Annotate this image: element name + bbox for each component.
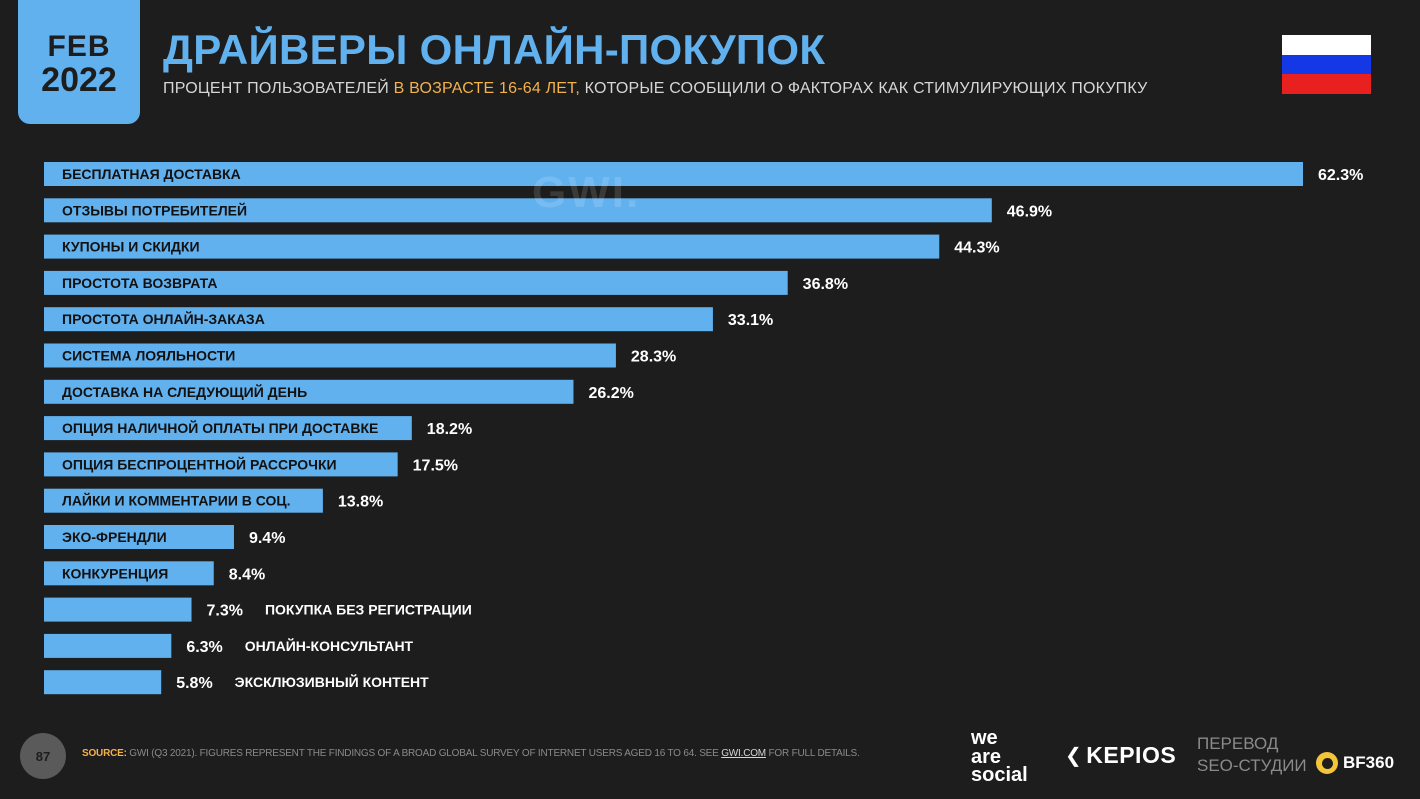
bar-label-11: ЭКО-ФРЕНДЛИ <box>62 529 167 545</box>
bar-value-15: 5.8% <box>176 675 212 692</box>
bar-5 <box>44 307 713 332</box>
bar-label-14: ОНЛАЙН-КОНСУЛЬТАНТ <box>245 637 414 654</box>
bar-value-8: 18.2% <box>427 421 472 438</box>
bar-label-6: СИСТЕМА ЛОЯЛЬНОСТИ <box>62 348 235 364</box>
subtitle-part1: ПРОЦЕНТ ПОЛЬЗОВАТЕЛЕЙ <box>163 80 394 97</box>
bar-10 <box>44 488 323 513</box>
bar-4 <box>44 270 788 295</box>
bar-value-3: 44.3% <box>954 240 999 257</box>
subtitle-highlight: В ВОЗРАСТЕ 16-64 ЛЕТ, <box>393 80 580 97</box>
page-number: 87 <box>20 733 66 779</box>
bar-value-10: 13.8% <box>338 494 383 511</box>
bar-value-5: 33.1% <box>728 312 773 329</box>
bar-13 <box>44 597 192 622</box>
bar-value-14: 6.3% <box>186 639 222 656</box>
bar-6 <box>44 343 616 368</box>
bar-label-3: КУПОНЫ И СКИДКИ <box>62 239 200 255</box>
bar-value-11: 9.4% <box>249 530 285 547</box>
bar-value-6: 28.3% <box>631 349 676 366</box>
bar-value-12: 8.4% <box>229 566 265 583</box>
bar-value-1: 62.3% <box>1318 167 1363 184</box>
kepios-logo: ❮ KEPIOS <box>1065 742 1176 769</box>
translation-line1: ПЕРЕВОД <box>1197 734 1279 753</box>
bar-label-1: БЕСПЛАТНАЯ ДОСТАВКА <box>62 166 241 182</box>
bf360-text: BF360 <box>1343 753 1395 772</box>
subtitle-part2: КОТОРЫЕ СООБЩИЛИ О ФАКТОРАХ КАК СТИМУЛИР… <box>579 80 1148 97</box>
bar-label-13: ПОКУПКА БЕЗ РЕГИСТРАЦИИ <box>265 602 472 618</box>
date-badge: FEB 2022 <box>18 0 140 124</box>
page-title: ДРАЙВЕРЫ ОНЛАЙН-ПОКУПОК <box>163 26 826 73</box>
bar-label-9: ОПЦИЯ БЕСПРОЦЕНТНОЙ РАССРОЧКИ <box>62 455 337 472</box>
russia-flag-icon <box>1282 35 1371 95</box>
bar-12 <box>44 561 214 586</box>
logo-are: are <box>971 745 1002 768</box>
date-year: 2022 <box>41 60 117 99</box>
source-link[interactable]: GWI.COM <box>721 748 766 759</box>
source-key: SOURCE: <box>82 748 127 759</box>
bar-value-9: 17.5% <box>413 457 458 474</box>
bar-3 <box>44 234 940 259</box>
we-are-social-logo: we are social <box>971 727 1051 787</box>
bar-label-12: КОНКУРЕНЦИЯ <box>62 565 168 581</box>
bar-8 <box>44 416 412 441</box>
bar-value-2: 46.9% <box>1007 203 1052 220</box>
translation-credit: ПЕРЕВОД SEO-СТУДИИ <box>1197 733 1307 777</box>
bar-label-8: ОПЦИЯ НАЛИЧНОЙ ОПЛАТЫ ПРИ ДОСТАВКЕ <box>62 419 378 436</box>
source-tail: FOR FULL DETAILS. <box>765 748 860 759</box>
bar-value-7: 26.2% <box>588 385 633 402</box>
bar-9 <box>44 452 398 477</box>
translation-line2: SEO-СТУДИИ <box>1197 756 1307 776</box>
bar-label-15: ЭКСКЛЮЗИВНЫЙ КОНТЕНТ <box>235 673 429 690</box>
bar-7 <box>44 379 574 404</box>
bar-14 <box>44 633 172 658</box>
source-note: SOURCE: GWI (Q3 2021). FIGURES REPRESENT… <box>82 748 860 759</box>
bar-15 <box>44 670 162 695</box>
bar-label-7: ДОСТАВКА НА СЛЕДУЮЩИЙ ДЕНЬ <box>62 383 307 400</box>
kepios-icon: ❮ <box>1065 745 1083 767</box>
date-month: FEB <box>47 30 111 64</box>
bar-1 <box>44 162 1303 186</box>
logo-we: we <box>971 727 998 749</box>
bar-value-13: 7.3% <box>207 603 243 620</box>
bar-label-4: ПРОСТОТА ВОЗВРАТА <box>62 275 217 291</box>
bar-2 <box>44 198 992 223</box>
logo-social: social <box>971 764 1028 787</box>
source-text: GWI (Q3 2021). FIGURES REPRESENT THE FIN… <box>126 748 722 759</box>
bar-label-2: ОТЗЫВЫ ПОТРЕБИТЕЛЕЙ <box>62 201 247 218</box>
bar-11 <box>44 525 234 549</box>
kepios-text: KEPIOS <box>1086 742 1177 768</box>
page-subtitle: ПРОЦЕНТ ПОЛЬЗОВАТЕЛЕЙ В ВОЗРАСТЕ 16-64 Л… <box>163 80 1147 98</box>
bar-value-4: 36.8% <box>803 276 848 293</box>
bar-label-5: ПРОСТОТА ОНЛАЙН-ЗАКАЗА <box>62 310 265 327</box>
bar-label-10: ЛАЙКИ И КОММЕНТАРИИ В СОЦ. <box>62 492 291 509</box>
bar-chart: 62.3% БЕСПЛАТНАЯ ДОСТАВКА 46.9% ОТЗЫВЫ ПОТР… <box>44 162 1363 695</box>
gwi-watermark: GWI. <box>532 168 641 217</box>
bf360-logo: BF360 <box>1316 752 1394 774</box>
bf360-icon <box>1316 752 1338 774</box>
